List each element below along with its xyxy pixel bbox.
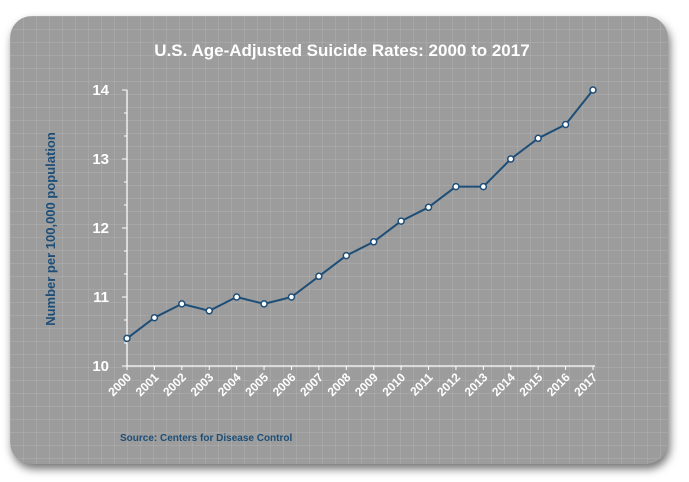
data-point <box>589 86 597 94</box>
x-tick-label: 2008 <box>325 370 354 399</box>
data-point <box>397 217 405 225</box>
x-tick-label: 2001 <box>133 370 162 399</box>
x-ticks: 2000200120022003200420052006200720082009… <box>105 366 600 399</box>
source-note: Source: Centers for Disease Control <box>120 433 292 444</box>
x-tick-label: 2009 <box>352 370 381 399</box>
chart-card <box>10 16 668 464</box>
data-point <box>342 251 351 260</box>
x-tick-label: 2015 <box>517 370 546 399</box>
data-point <box>507 155 515 163</box>
data-point <box>315 272 323 281</box>
data-point <box>178 300 186 308</box>
data-point <box>479 182 488 191</box>
x-tick-label: 2010 <box>379 370 408 399</box>
data-point <box>260 300 268 308</box>
x-tick-label: 2002 <box>160 370 189 399</box>
data-point <box>369 238 378 246</box>
data-point <box>205 307 213 315</box>
data-point <box>534 134 542 143</box>
data-point <box>452 182 460 191</box>
x-tick-label: 2005 <box>242 370 271 399</box>
y-tick-label: 13 <box>92 151 109 168</box>
x-tick-label: 2003 <box>188 370 217 399</box>
series-layer <box>123 86 597 343</box>
series-line <box>126 89 594 340</box>
x-tick-label: 2016 <box>544 370 573 399</box>
x-tick-label: 2006 <box>270 370 299 399</box>
y-ticks: 10 11 12 13 14 <box>92 82 127 375</box>
data-point <box>123 334 131 343</box>
data-point <box>150 313 159 322</box>
data-point <box>561 120 570 129</box>
x-tick-label: 2011 <box>407 370 436 399</box>
x-tick-label: 2012 <box>434 370 463 399</box>
y-tick-label: 14 <box>92 82 109 99</box>
x-tick-label: 2000 <box>105 370 134 399</box>
x-tick-label: 2013 <box>462 370 491 399</box>
data-point <box>424 203 433 212</box>
y-tick-label: 11 <box>93 289 109 306</box>
x-tick-label: 2014 <box>489 370 518 399</box>
chart-title: U.S. Age-Adjusted Suicide Rates: 2000 to… <box>154 41 529 60</box>
x-tick-label: 2007 <box>297 370 326 399</box>
x-tick-label: 2017 <box>571 370 600 399</box>
x-tick-label: 2004 <box>215 370 244 399</box>
data-point <box>232 293 241 301</box>
data-point <box>287 293 296 301</box>
y-axis-label: Number per 100,000 population <box>43 132 58 326</box>
y-tick-label: 10 <box>92 358 109 375</box>
y-tick-label: 12 <box>92 220 109 237</box>
